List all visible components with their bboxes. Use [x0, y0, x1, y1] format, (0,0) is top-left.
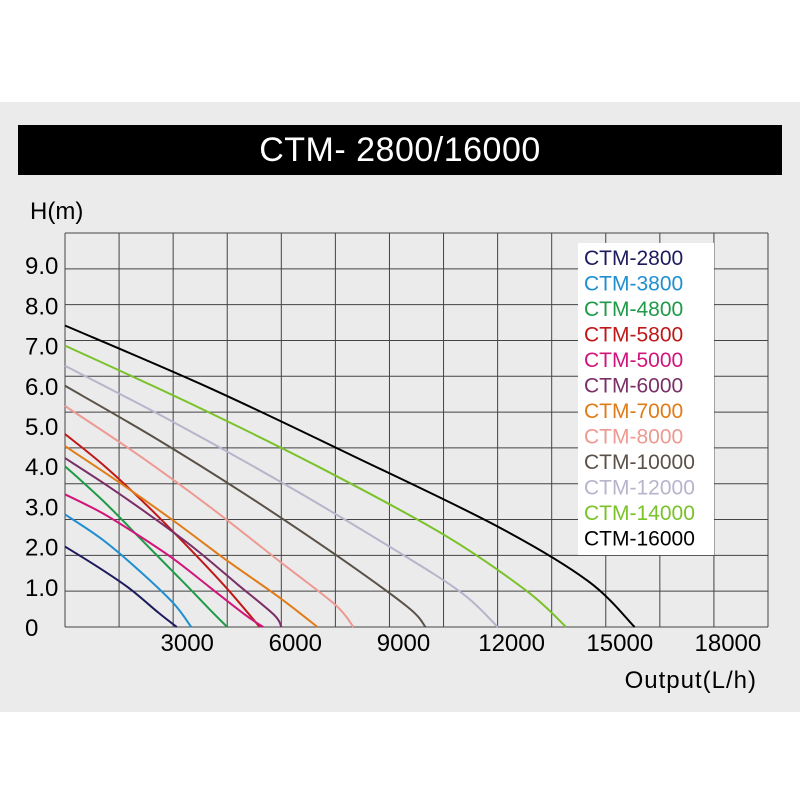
y-tick-label: 2.0 [25, 535, 58, 562]
y-tick-label: 5.0 [25, 414, 58, 441]
legend-entry-ctm-6000: CTM-6000 [584, 375, 683, 398]
chart-title-bar: CTM- 2800/16000 [18, 125, 782, 175]
series-line-ctm-12000 [64, 364, 499, 628]
x-axis-label: Output(L/h) [625, 667, 757, 694]
legend-entry-ctm-8000: CTM-8000 [584, 426, 683, 449]
y-tick-label: 9.0 [25, 253, 58, 280]
legend-entry-ctm-5800: CTM-5800 [584, 324, 683, 347]
series-line-ctm-10000 [64, 384, 427, 628]
curves [64, 324, 636, 628]
x-tick-label: 15000 [586, 630, 653, 657]
legend-entry-ctm-7000: CTM-7000 [584, 400, 683, 423]
series-line-ctm-5000 [64, 493, 264, 628]
legend-entry-ctm-14000: CTM-14000 [584, 502, 695, 525]
legend-entry-ctm-12000: CTM-12000 [584, 477, 695, 500]
legend-entry-ctm-10000: CTM-10000 [584, 451, 695, 474]
y-tick-label: 3.0 [25, 494, 58, 521]
legend-entry-ctm-2800: CTM-2800 [584, 247, 683, 270]
legend-entry-ctm-16000: CTM-16000 [584, 528, 695, 551]
y-tick-label: 0 [25, 615, 38, 642]
y-tick-label: 1.0 [25, 575, 58, 602]
y-tick-label: 8.0 [25, 293, 58, 320]
y-tick-label: 7.0 [25, 334, 58, 361]
chart-title: CTM- 2800/16000 [259, 130, 541, 169]
series-line-ctm-2800 [64, 545, 178, 628]
series-line-ctm-16000 [64, 324, 636, 628]
series-line-ctm-3800 [64, 513, 193, 628]
series-line-ctm-6000 [64, 457, 283, 628]
legend-entry-ctm-3800: CTM-3800 [584, 273, 683, 296]
x-tick-label: 3000 [161, 630, 214, 657]
legend-box [578, 243, 714, 555]
series-line-ctm-5800 [64, 433, 261, 628]
y-tick-labels: 0 1.0 2.0 3.0 4.0 5.0 6.0 7.0 8.0 9.0 [25, 253, 58, 642]
y-axis-label: H(m) [30, 198, 83, 225]
legend-entry-ctm-5000: CTM-5000 [584, 349, 683, 372]
x-tick-label: 6000 [269, 630, 322, 657]
series-line-ctm-8000 [64, 405, 355, 628]
legend-entry-ctm-4800: CTM-4800 [584, 298, 683, 321]
y-tick-label: 4.0 [25, 454, 58, 481]
x-tick-label: 12000 [478, 630, 545, 657]
series-line-ctm-4800 [64, 465, 228, 628]
series-line-ctm-14000 [64, 344, 567, 628]
y-tick-label: 6.0 [25, 374, 58, 401]
series-line-ctm-7000 [64, 445, 319, 628]
x-tick-label: 18000 [695, 630, 762, 657]
x-tick-label: 9000 [377, 630, 430, 657]
x-tick-labels: 3000 6000 9000 12000 15000 18000 [161, 630, 762, 657]
